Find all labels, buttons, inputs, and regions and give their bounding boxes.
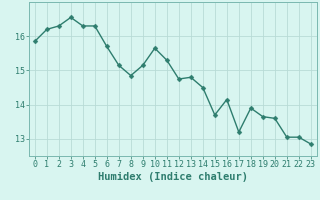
X-axis label: Humidex (Indice chaleur): Humidex (Indice chaleur) — [98, 172, 248, 182]
